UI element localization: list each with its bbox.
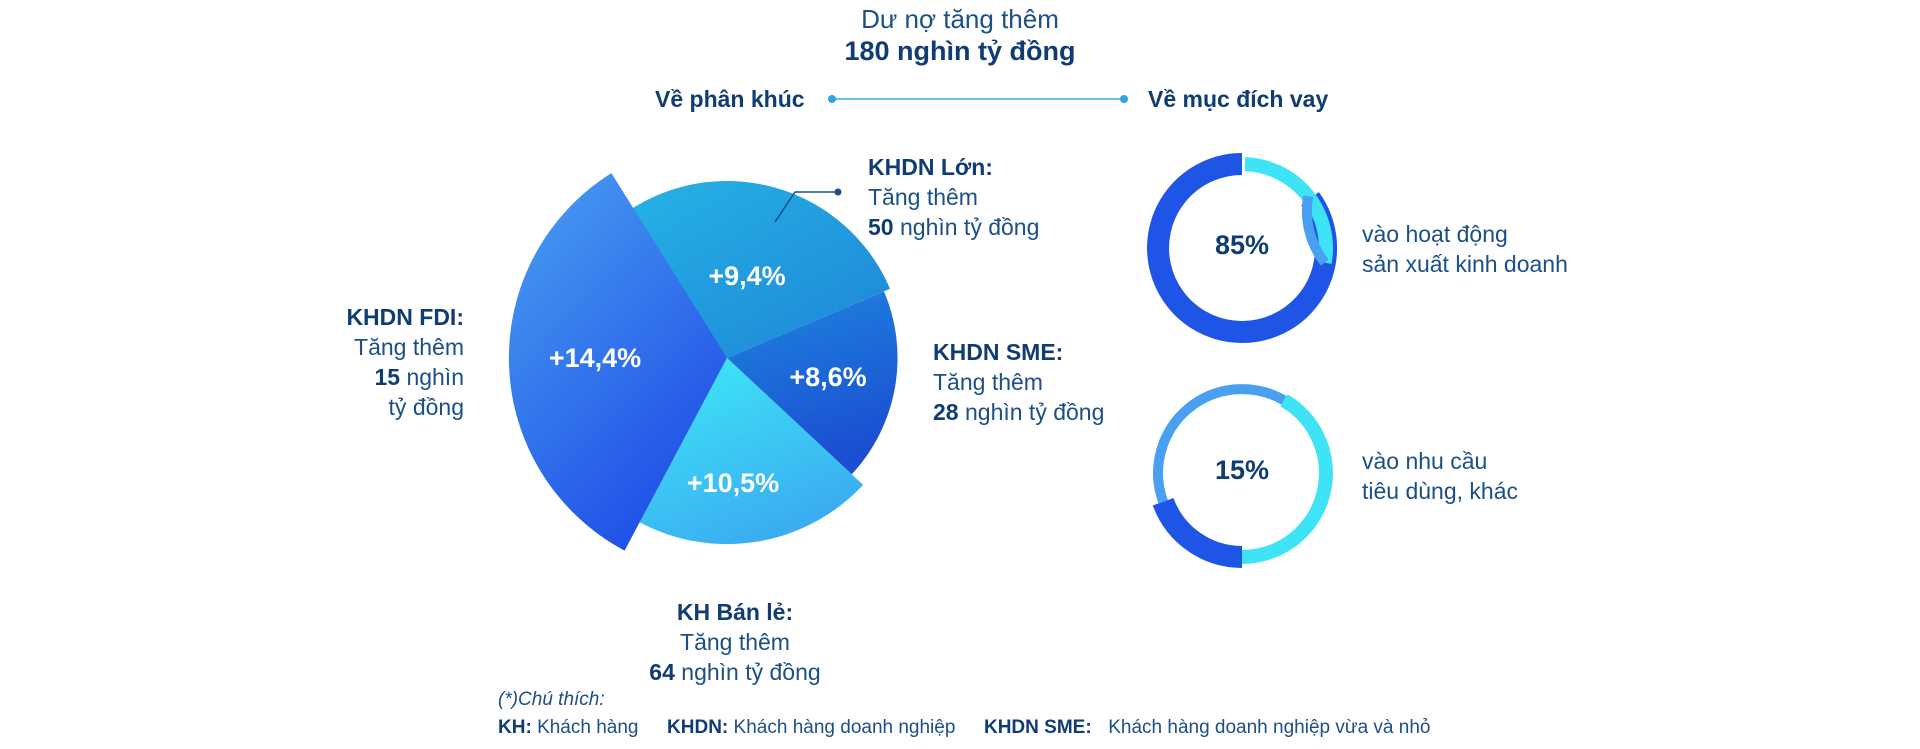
donut-1-main-arc [1147, 153, 1338, 343]
khdn-lon-increase-unit: nghìn tỷ đồng [899, 214, 1040, 240]
pie-label-khdn-fdi: +14,4% [549, 343, 641, 373]
pie-slice-kh-ban-le [639, 358, 864, 545]
pie-slice-khdn-fdi [508, 173, 727, 551]
footnote-text-khdn-sme: Khách hàng doanh nghiệp vừa và nhỏ [1108, 717, 1431, 738]
pie-slice-khdn-lon [587, 180, 890, 358]
donut-consumption-desc: vào nhu cầu tiêu dùng, khác [1362, 446, 1518, 506]
donut-consumption [1152, 384, 1333, 568]
segment-pie [508, 173, 898, 551]
donut-production [1147, 153, 1338, 343]
kh-ban-le-increase-value: 64 [649, 659, 675, 685]
khdn-sme-increase-unit: nghìn tỷ đồng [964, 399, 1105, 425]
donut-production-desc-1: vào hoạt động [1362, 221, 1508, 247]
footnote-text-khdn: Khách hàng doanh nghiệp [733, 717, 956, 738]
khdn-sme-label: KHDN SME: Tăng thêm 28 nghìn tỷ đồng [933, 339, 1105, 425]
donut-production-desc: vào hoạt động sản xuất kinh doanh [1362, 219, 1568, 279]
khdn-lon-label: KHDN Lớn: Tăng thêm 50 nghìn tỷ đồng [868, 154, 1040, 240]
khdn-fdi-name: KHDN FDI [346, 304, 457, 330]
section-connector [828, 95, 1128, 103]
donut-consumption-value: 15% [1214, 455, 1270, 485]
kh-ban-le-name: KH Bán lẻ [676, 599, 786, 625]
donut-1-rest-arc [1301, 195, 1329, 266]
section-title-segment: Về phân khúc [655, 86, 805, 112]
donut-production-desc-2: sản xuất kinh doanh [1362, 251, 1568, 277]
footnote-abbr-khdn-sme: KHDN SME: [983, 717, 1092, 738]
donut-1-accent-arc [1244, 157, 1333, 264]
khdn-lon-leader [774, 188, 842, 223]
chart-subtitle: Dư nợ tăng thêm [861, 4, 1059, 34]
pie-slice-khdn-sme [727, 291, 898, 475]
chart-title: 180 nghìn tỷ đồng [844, 36, 1076, 66]
pie-label-khdn-sme: +8,6% [789, 362, 866, 392]
donut-consumption-desc-1: vào nhu cầu [1362, 448, 1488, 474]
khdn-lon-name: KHDN Lớn [868, 154, 986, 180]
khdn-sme-name: KHDN SME [933, 339, 1056, 365]
khdn-fdi-increase-text: Tăng thêm [354, 334, 464, 360]
footnote-abbr-khdn: KHDN: [667, 717, 729, 738]
khdn-sme-increase-value: 28 [933, 399, 959, 425]
footnote-abbr-kh: KH: [498, 717, 532, 738]
kh-ban-le-increase-text: Tăng thêm [680, 629, 790, 655]
khdn-fdi-increase-value: 15 [374, 364, 401, 390]
donut-2-accent-arc [1241, 394, 1333, 564]
kh-ban-le-label: KH Bán lẻ: Tăng thêm 64 nghìn tỷ đồng [649, 599, 821, 685]
khdn-fdi-label: KHDN FDI: Tăng thêm 15 nghìn tỷ đồng [346, 304, 464, 420]
footnote-text-kh: Khách hàng [537, 717, 639, 738]
khdn-lon-increase-value: 50 [868, 214, 894, 240]
donut-2-main-arc [1152, 497, 1243, 568]
khdn-fdi-increase-unit-2: tỷ đồng [388, 394, 464, 420]
pie-label-khdn-lon: +9,4% [708, 261, 785, 291]
donut-consumption-desc-2: tiêu dùng, khác [1362, 478, 1519, 504]
section-title-purpose: Về mục đích vay [1148, 86, 1329, 112]
donut-production-value: 85% [1214, 230, 1270, 260]
donut-2-rest-arc [1153, 384, 1287, 504]
khdn-fdi-increase-unit-1: nghìn [406, 364, 464, 390]
khdn-sme-increase-text: Tăng thêm [933, 369, 1043, 395]
kh-ban-le-increase-unit: nghìn tỷ đồng [681, 659, 821, 685]
khdn-lon-increase-text: Tăng thêm [868, 184, 978, 210]
pie-label-kh-ban-le: +10,5% [687, 468, 779, 498]
footnote-items: KH: Khách hàng KHDN: Khách hàng doanh ng… [498, 717, 1430, 739]
footnote-heading: (*)Chú thích: [498, 689, 605, 710]
